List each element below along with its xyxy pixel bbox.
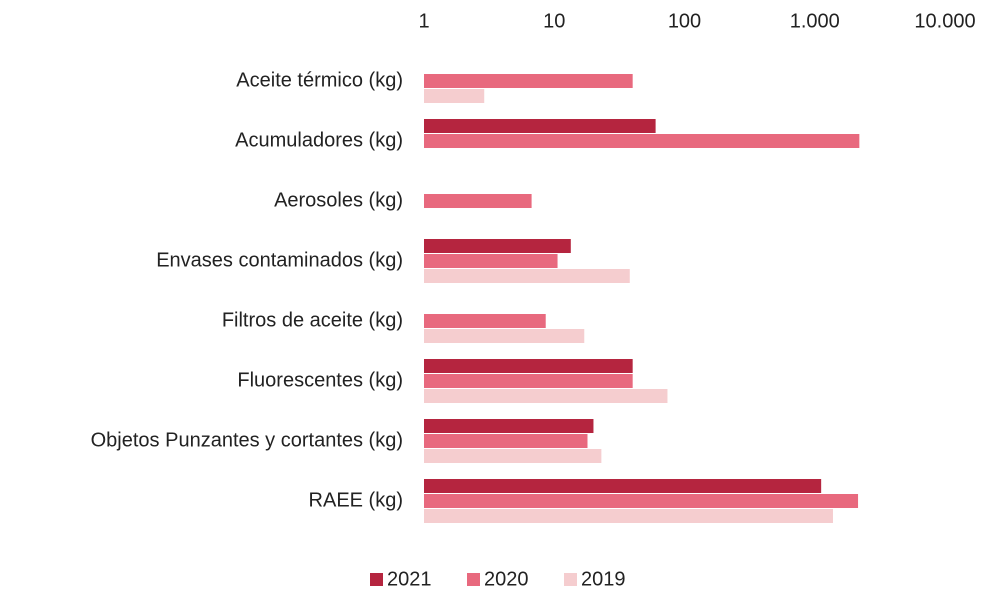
x-tick-label: 1.000 xyxy=(790,10,840,32)
legend-swatch xyxy=(467,573,480,586)
bar xyxy=(424,449,602,463)
x-tick-label: 1 xyxy=(418,10,429,32)
x-tick-label: 10.000 xyxy=(914,10,975,32)
x-tick-label: 100 xyxy=(668,10,701,32)
y-tick-label: RAEE (kg) xyxy=(309,489,403,511)
bar xyxy=(424,434,588,448)
legend-label: 2019 xyxy=(581,568,626,590)
y-tick-label: Acumuladores (kg) xyxy=(235,129,403,151)
bar xyxy=(424,134,860,148)
y-tick-label: Envases contaminados (kg) xyxy=(156,249,403,271)
legend-label: 2020 xyxy=(484,568,529,590)
y-tick-label: Filtros de aceite (kg) xyxy=(222,309,403,331)
bar xyxy=(424,194,532,208)
bar xyxy=(424,254,558,268)
bar xyxy=(424,74,633,88)
bar xyxy=(424,239,571,253)
y-tick-label: Fluorescentes (kg) xyxy=(237,369,403,391)
bar xyxy=(424,509,833,523)
bar xyxy=(424,329,585,343)
bar xyxy=(424,494,859,508)
bar xyxy=(424,479,822,493)
legend-label: 2021 xyxy=(387,568,432,590)
bar xyxy=(424,314,546,328)
bar xyxy=(424,119,656,133)
bar xyxy=(424,419,594,433)
x-tick-label: 10 xyxy=(543,10,565,32)
bar xyxy=(424,89,485,103)
y-tick-label: Objetos Punzantes y cortantes (kg) xyxy=(91,429,403,451)
bar xyxy=(424,359,633,373)
bar xyxy=(424,389,668,403)
bar xyxy=(424,374,633,388)
y-tick-label: Aceite térmico (kg) xyxy=(236,69,403,91)
legend-swatch xyxy=(564,573,577,586)
y-tick-label: Aerosoles (kg) xyxy=(274,189,403,211)
bar xyxy=(424,269,630,283)
legend-swatch xyxy=(370,573,383,586)
